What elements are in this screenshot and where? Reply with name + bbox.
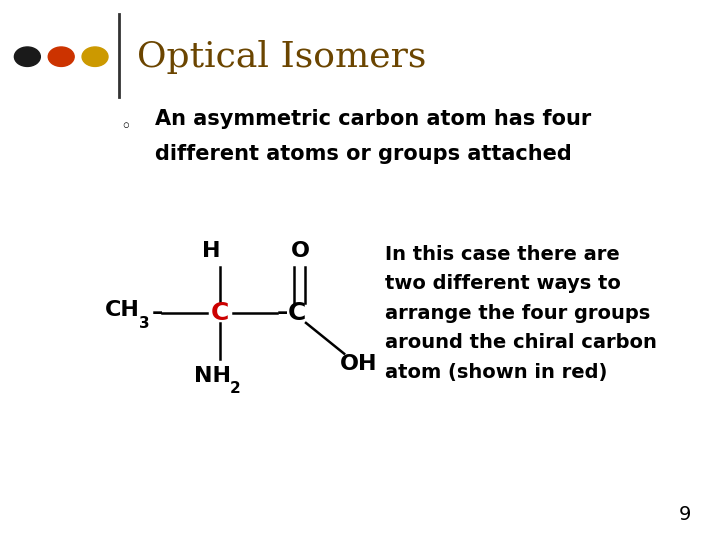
Text: 9: 9: [679, 505, 691, 524]
Text: C: C: [210, 301, 229, 325]
Text: CH: CH: [105, 300, 140, 321]
Text: An asymmetric carbon atom has four: An asymmetric carbon atom has four: [155, 109, 591, 129]
Text: ◦: ◦: [121, 118, 131, 136]
Text: –: –: [276, 303, 288, 323]
Text: In this case there are
two different ways to
arrange the four groups
around the : In this case there are two different way…: [385, 245, 657, 382]
Circle shape: [82, 47, 108, 66]
Text: H: H: [202, 241, 220, 261]
Text: O: O: [291, 241, 310, 261]
Text: C: C: [288, 301, 307, 325]
Text: OH: OH: [340, 354, 377, 375]
Circle shape: [14, 47, 40, 66]
Text: different atoms or groups attached: different atoms or groups attached: [155, 144, 572, 164]
Text: –: –: [151, 303, 163, 323]
Text: 2: 2: [230, 381, 240, 396]
Circle shape: [48, 47, 74, 66]
Text: Optical Isomers: Optical Isomers: [137, 40, 426, 73]
Text: 3: 3: [139, 316, 149, 332]
Text: NH: NH: [194, 366, 231, 387]
